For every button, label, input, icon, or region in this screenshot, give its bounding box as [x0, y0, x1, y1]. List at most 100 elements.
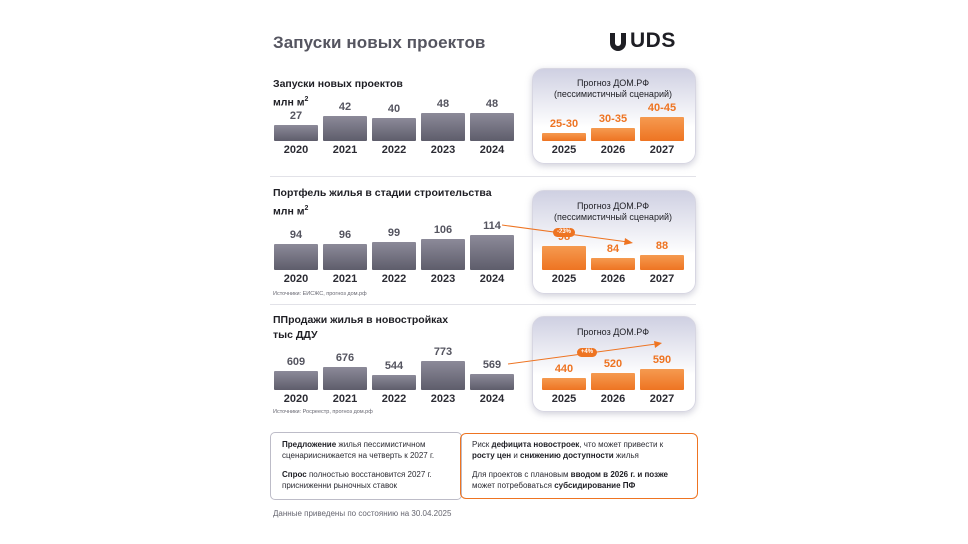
bar-2024: [470, 235, 514, 270]
summary-right-p1-e: и: [511, 450, 521, 460]
tick-label-2025: 2025: [551, 144, 577, 156]
summary-left-p1-text: жилья пессимистичном сценарииснижается н…: [282, 440, 435, 460]
forecast-2-title-line1: Прогноз ДОМ.РФ: [576, 201, 650, 211]
bar-2022: [372, 242, 416, 270]
bar-2022: [372, 375, 416, 390]
data-label-2027: 40-45: [647, 102, 677, 114]
forecast-panel-1: [532, 68, 696, 164]
section-2-title: Портфель жилья в стадии строительства мл…: [273, 186, 492, 220]
forecast-1-title-line1: Прогноз ДОМ.РФ: [576, 78, 650, 88]
section-2-unit-sup: 2: [304, 205, 309, 212]
data-label-2020: 609: [286, 356, 306, 368]
summary-right-p2: Для проектов с плановым вводом в 2026 г.…: [472, 470, 692, 491]
summary-right-p1-g: жилья: [613, 450, 639, 460]
data-label-2022: 99: [387, 227, 401, 239]
section-1-title-line2: млн м2: [273, 92, 403, 111]
forecast-panel-2: [532, 190, 696, 294]
page-title: Запуски новых проектов: [273, 33, 486, 52]
tick-label-2020: 2020: [283, 273, 309, 285]
section-1-title: Запуски новых проектов млн м2: [273, 77, 403, 111]
bar-2026: [591, 258, 635, 270]
summary-box-right: [460, 433, 698, 499]
data-label-2024: 114: [483, 220, 501, 232]
tick-label-2024: 2024: [479, 144, 505, 156]
bar-2021: [323, 116, 367, 141]
section-divider-2: [270, 304, 696, 305]
forecast-2-title-line2: (пессимистичный сценарий): [553, 212, 672, 222]
bar-2025: [542, 378, 586, 390]
data-label-2021: 676: [335, 352, 355, 364]
tick-label-2026: 2026: [600, 144, 626, 156]
section-divider-1: [270, 176, 696, 177]
data-label-2027: 590: [652, 354, 672, 366]
bar-2021: [323, 244, 367, 270]
data-label-2020: 94: [289, 229, 303, 241]
uds-logo: UDS: [608, 29, 692, 55]
logo-text: UDS: [630, 29, 676, 52]
section-2-title-line1: Портфель жилья в стадии строительства: [273, 187, 492, 199]
data-label-2026: 520: [603, 358, 623, 370]
bar-2027: [640, 117, 684, 141]
data-label-2025: 440: [554, 363, 574, 375]
section-1-title-line1: Запуски новых проектов: [273, 78, 403, 90]
data-label-2023: 773: [433, 346, 453, 358]
tick-label-2023: 2023: [430, 144, 456, 156]
data-label-2021: 96: [338, 229, 352, 241]
summary-right-p2-e: субсидирование ПФ: [554, 480, 636, 490]
bar-2023: [421, 113, 465, 141]
bar-2024: [470, 113, 514, 141]
section-1-unit: млн м: [273, 96, 305, 109]
tick-label-2020: 2020: [283, 144, 309, 156]
uds-logo-icon: [610, 33, 626, 51]
summary-right-p1-d: росту цен: [472, 450, 512, 460]
section-3-title: ППродажи жилья в новостройках тыс ДДУ: [273, 313, 448, 343]
section-3-title-line1: ППродажи жилья в новостройках: [273, 314, 449, 326]
section-3-title-line2: тыс ДДУ: [273, 329, 318, 341]
summary-right-p2-b: вводом в 2026 г.: [570, 470, 636, 479]
tick-label-2022: 2022: [381, 393, 407, 405]
trend-badge-3: +4%: [577, 348, 597, 357]
tick-label-2027: 2027: [649, 144, 675, 156]
bar-2025: [542, 246, 586, 270]
summary-left-p1: Предложение жилья пессимистичном сценари…: [282, 440, 454, 461]
summary-left-p2-bold: Спрос: [282, 470, 307, 479]
data-label-2023: 48: [436, 98, 450, 110]
bar-2023: [421, 239, 465, 270]
data-label-2024: 48: [485, 98, 499, 110]
section-2-unit: млн м: [273, 205, 305, 218]
summary-right-p1-c: , что может привести к: [579, 440, 664, 449]
summary-right-p1-f: снижению доступности: [520, 450, 614, 460]
tick-label-2027: 2027: [649, 273, 675, 285]
data-label-2022: 544: [384, 360, 404, 372]
bar-2020: [274, 125, 318, 141]
bar-2020: [274, 371, 318, 390]
bar-2021: [323, 367, 367, 390]
data-label-2025: 98: [557, 231, 571, 243]
tick-label-2021: 2021: [332, 273, 358, 285]
bar-2026: [591, 128, 635, 141]
summary-right-p1-b: дефицита новостроек: [491, 440, 580, 449]
data-label-2023: 106: [433, 224, 453, 236]
tick-label-2024: 2024: [479, 273, 505, 285]
footnote: Данные приведены по состоянию на 30.04.2…: [273, 509, 452, 518]
tick-label-2023: 2023: [430, 273, 456, 285]
tick-label-2026: 2026: [600, 393, 626, 405]
summary-right-p1: Риск дефицита новостроек, что может прив…: [472, 440, 688, 461]
data-label-2026: 30-35: [598, 113, 628, 125]
tick-label-2024: 2024: [479, 393, 505, 405]
data-label-2024: 569: [482, 359, 502, 371]
bar-2023: [421, 361, 465, 390]
tick-label-2026: 2026: [600, 273, 626, 285]
data-label-2027: 88: [655, 240, 669, 252]
summary-left-p1-bold: Предложение: [282, 440, 337, 449]
summary-right-p2-c: и позже: [635, 470, 668, 479]
trend-badge-2: -23%: [553, 228, 575, 237]
summary-left-p2-text: полностью восстановится 2027 г. присниже…: [282, 470, 432, 490]
data-label-2022: 40: [387, 103, 401, 115]
forecast-1-title: Прогноз ДОМ.РФ (пессимистичный сценарий): [538, 78, 688, 100]
data-label-2025: 25-30: [549, 118, 579, 130]
summary-left-p2: Спрос полностью восстановится 2027 г. пр…: [282, 470, 454, 491]
tick-label-2025: 2025: [551, 393, 577, 405]
forecast-2-title: Прогноз ДОМ.РФ (пессимистичный сценарий): [538, 201, 688, 223]
forecast-panel-3: [532, 316, 696, 412]
